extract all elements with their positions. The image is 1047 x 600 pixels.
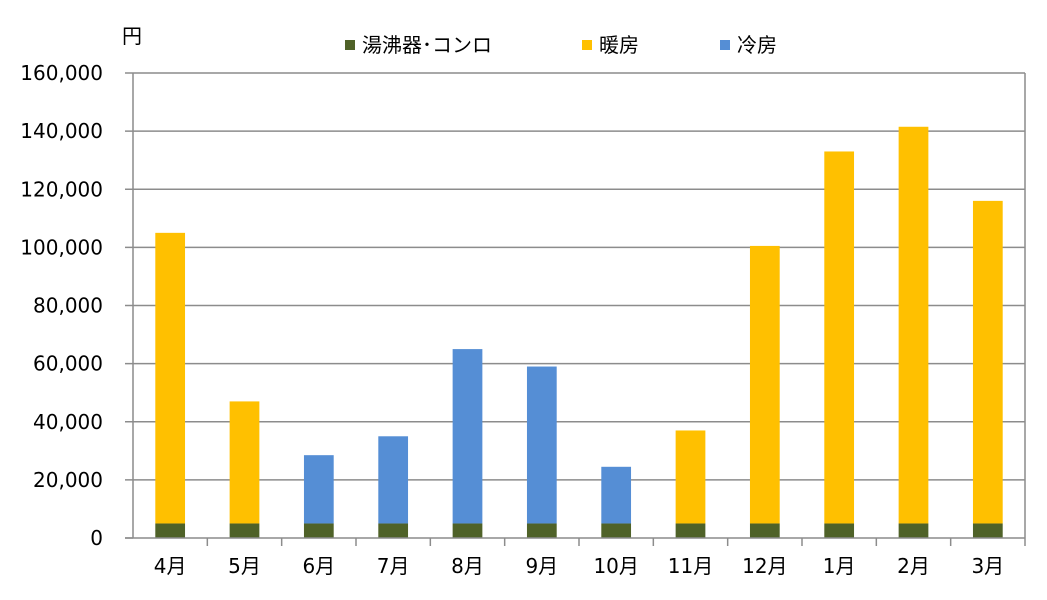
bar-segment <box>601 466 632 524</box>
x-tick-label: 4月 <box>154 554 187 578</box>
x-tick-label: 11月 <box>668 554 713 578</box>
legend-label: 湯沸器･コンロ <box>362 33 492 57</box>
bar-segment <box>155 523 186 538</box>
axes: 円 <box>122 24 1026 546</box>
y-tick-label: 60,000 <box>33 352 103 376</box>
legend-swatch <box>345 40 355 50</box>
y-tick-label: 100,000 <box>20 235 103 259</box>
bar-segment <box>675 430 706 524</box>
bar-segment <box>378 436 409 524</box>
x-tick-label: 2月 <box>897 554 930 578</box>
x-tick-label: 5月 <box>228 554 261 578</box>
bar-segment <box>824 151 855 524</box>
bar-segment <box>303 455 334 524</box>
y-axis-unit-label: 円 <box>122 24 142 48</box>
x-tick-label: 7月 <box>377 554 410 578</box>
bar-segment <box>229 401 260 524</box>
legend-label: 暖房 <box>599 33 639 57</box>
bar-segment <box>526 523 557 538</box>
bar-segment <box>378 523 409 538</box>
bar-segment <box>601 523 632 538</box>
legend: 湯沸器･コンロ 暖房 冷房 <box>345 33 777 57</box>
x-tick-label: 8月 <box>451 554 484 578</box>
bar-segment <box>898 523 929 538</box>
legend-swatch <box>720 40 730 50</box>
bar-segment <box>972 523 1003 538</box>
x-tick-label: 3月 <box>971 554 1004 578</box>
y-tick-label: 0 <box>90 526 103 550</box>
bar-segment <box>972 200 1003 524</box>
bar-segment <box>824 523 855 538</box>
x-tick-labels: 4月 5月 6月 7月 8月 9月 10月 11月 12月 1月 2月 3月 <box>154 554 1004 578</box>
gridlines <box>133 72 1025 481</box>
y-tick-label: 120,000 <box>20 177 103 201</box>
x-tick-label: 12月 <box>742 554 787 578</box>
bar-segment <box>452 349 483 524</box>
y-tick-label: 140,000 <box>20 119 103 143</box>
bar-segment <box>675 523 706 538</box>
legend-label: 冷房 <box>737 33 777 57</box>
x-tick-label: 9月 <box>525 554 558 578</box>
x-tick-label: 6月 <box>302 554 335 578</box>
bars <box>155 126 1003 538</box>
bar-segment <box>526 366 557 524</box>
y-tick-label: 80,000 <box>33 294 103 318</box>
legend-swatch <box>582 40 592 50</box>
y-tick-label: 160,000 <box>20 61 103 85</box>
bar-segment <box>749 245 780 524</box>
y-tick-label: 40,000 <box>33 410 103 434</box>
x-tick-label: 1月 <box>823 554 856 578</box>
y-tick-labels: 0 20,000 40,000 60,000 80,000 100,000 120,000 1… <box>20 61 103 550</box>
bar-segment <box>898 126 929 524</box>
bar-segment <box>229 523 260 538</box>
bar-segment <box>155 232 186 524</box>
bar-segment <box>749 523 780 538</box>
y-tick-label: 20,000 <box>33 468 103 492</box>
bar-segment <box>452 523 483 538</box>
x-tick-label: 10月 <box>593 554 638 578</box>
bar-segment <box>303 523 334 538</box>
